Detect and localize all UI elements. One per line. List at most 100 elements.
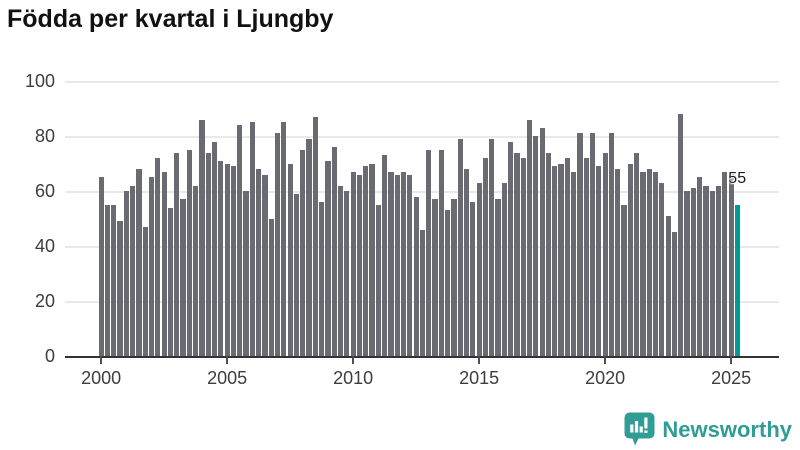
bar-2019-q3[interactable] (589, 133, 596, 356)
bar-2006-q2[interactable] (256, 169, 262, 356)
bar-2007-q1[interactable] (274, 133, 281, 356)
bar-2000-q3[interactable] (111, 204, 117, 356)
bar-2023-q1[interactable] (678, 114, 684, 356)
bar-2006-q4[interactable] (268, 218, 274, 356)
bar-2018-q2[interactable] (558, 163, 564, 356)
bar-2017-q2[interactable] (533, 136, 539, 356)
bar-2012-q1[interactable] (400, 171, 407, 356)
bar-2020-q3[interactable] (615, 169, 621, 356)
bar-2020-q4[interactable] (621, 204, 627, 356)
bar-2021-q2[interactable] (634, 152, 640, 356)
bar-2015-q2[interactable] (482, 158, 489, 356)
bar-2003-q4[interactable] (193, 185, 199, 356)
bar-2011-q1[interactable] (375, 204, 381, 356)
bar-2024-q1[interactable] (703, 185, 709, 356)
bar-2001-q1[interactable] (123, 191, 129, 356)
bar-2015-q1[interactable] (476, 182, 482, 356)
bar-2005-q1[interactable] (224, 163, 230, 356)
bar-2008-q3[interactable] (312, 116, 318, 356)
bar-2018-q1[interactable] (552, 166, 558, 356)
bar-2014-q3[interactable] (463, 169, 470, 356)
bar-2012-q2[interactable] (407, 174, 413, 356)
bar-2019-q1[interactable] (577, 133, 583, 356)
bar-2009-q1[interactable] (325, 160, 331, 356)
bar-2005-q2[interactable] (230, 166, 237, 356)
bar-2008-q1[interactable] (300, 149, 306, 356)
bar-2014-q2[interactable] (457, 138, 463, 356)
bar-2022-q4[interactable] (671, 232, 678, 356)
bar-2025-q1[interactable] (728, 171, 734, 356)
bar-2016-q4[interactable] (520, 158, 526, 356)
bar-2002-q3[interactable] (161, 171, 167, 356)
bar-2018-q4[interactable] (571, 171, 577, 356)
bar-2003-q1[interactable] (174, 152, 180, 356)
bar-2007-q4[interactable] (293, 193, 300, 356)
bar-2023-q2[interactable] (684, 191, 690, 356)
bar-2015-q4[interactable] (495, 199, 501, 356)
bar-2025-q2[interactable] (734, 204, 741, 356)
bar-2001-q2[interactable] (130, 185, 136, 356)
bar-2000-q1[interactable] (98, 177, 104, 356)
bar-2017-q4[interactable] (545, 152, 552, 356)
bar-2011-q4[interactable] (394, 174, 400, 356)
bar-2009-q4[interactable] (344, 191, 350, 356)
bar-2023-q4[interactable] (697, 177, 703, 356)
bar-2001-q4[interactable] (142, 226, 148, 356)
bar-2011-q3[interactable] (388, 171, 394, 356)
bar-2002-q4[interactable] (167, 207, 174, 356)
bar-2022-q1[interactable] (652, 171, 659, 356)
bar-2009-q2[interactable] (331, 147, 337, 356)
bar-2018-q3[interactable] (564, 158, 570, 356)
bar-2019-q4[interactable] (596, 166, 602, 356)
bar-2015-q3[interactable] (489, 138, 495, 356)
bar-2008-q2[interactable] (306, 138, 312, 356)
bar-2000-q2[interactable] (104, 204, 111, 356)
bar-2002-q2[interactable] (155, 158, 161, 356)
bar-2011-q2[interactable] (382, 155, 388, 356)
bar-2003-q3[interactable] (186, 149, 192, 356)
bar-2021-q3[interactable] (640, 171, 646, 356)
bar-2014-q4[interactable] (470, 202, 476, 356)
bar-2004-q4[interactable] (218, 160, 224, 356)
bar-2012-q3[interactable] (413, 196, 419, 356)
bar-2017-q1[interactable] (526, 119, 533, 356)
bar-2017-q3[interactable] (539, 127, 545, 356)
bar-2004-q2[interactable] (205, 152, 211, 356)
bar-2004-q1[interactable] (199, 119, 205, 356)
bar-2004-q3[interactable] (211, 141, 218, 356)
bar-2016-q3[interactable] (514, 152, 520, 356)
bar-2013-q2[interactable] (432, 199, 438, 356)
bar-2003-q2[interactable] (180, 199, 186, 356)
bar-2022-q3[interactable] (665, 215, 671, 356)
bar-2002-q1[interactable] (148, 177, 155, 356)
bar-2024-q3[interactable] (715, 185, 722, 356)
bar-2012-q4[interactable] (419, 229, 426, 356)
bar-2007-q2[interactable] (281, 122, 287, 356)
bar-2006-q1[interactable] (249, 122, 255, 356)
bar-2024-q4[interactable] (722, 171, 728, 356)
bar-2013-q1[interactable] (426, 149, 432, 356)
bar-2008-q4[interactable] (319, 202, 325, 356)
bar-2013-q4[interactable] (445, 210, 451, 356)
bar-2010-q3[interactable] (363, 166, 369, 356)
bar-2020-q2[interactable] (608, 133, 615, 356)
bar-2020-q1[interactable] (602, 152, 608, 356)
bar-2016-q1[interactable] (501, 182, 507, 356)
bar-2010-q2[interactable] (356, 174, 363, 356)
bar-2009-q3[interactable] (337, 185, 344, 356)
newsworthy-logo[interactable]: Newsworthy (623, 411, 792, 448)
bar-2014-q1[interactable] (451, 199, 457, 356)
bar-2013-q3[interactable] (438, 149, 444, 356)
bar-2022-q2[interactable] (659, 182, 665, 356)
bar-2000-q4[interactable] (117, 221, 123, 356)
bar-2005-q3[interactable] (237, 125, 243, 356)
bar-2024-q2[interactable] (709, 191, 715, 356)
bar-2021-q4[interactable] (646, 169, 652, 356)
bar-2021-q1[interactable] (627, 163, 633, 356)
bar-2001-q3[interactable] (136, 169, 142, 356)
bar-2016-q2[interactable] (508, 141, 514, 356)
bar-2006-q3[interactable] (262, 174, 268, 356)
bar-2005-q4[interactable] (243, 191, 249, 356)
bar-2019-q2[interactable] (583, 158, 589, 356)
bar-2010-q1[interactable] (350, 171, 356, 356)
